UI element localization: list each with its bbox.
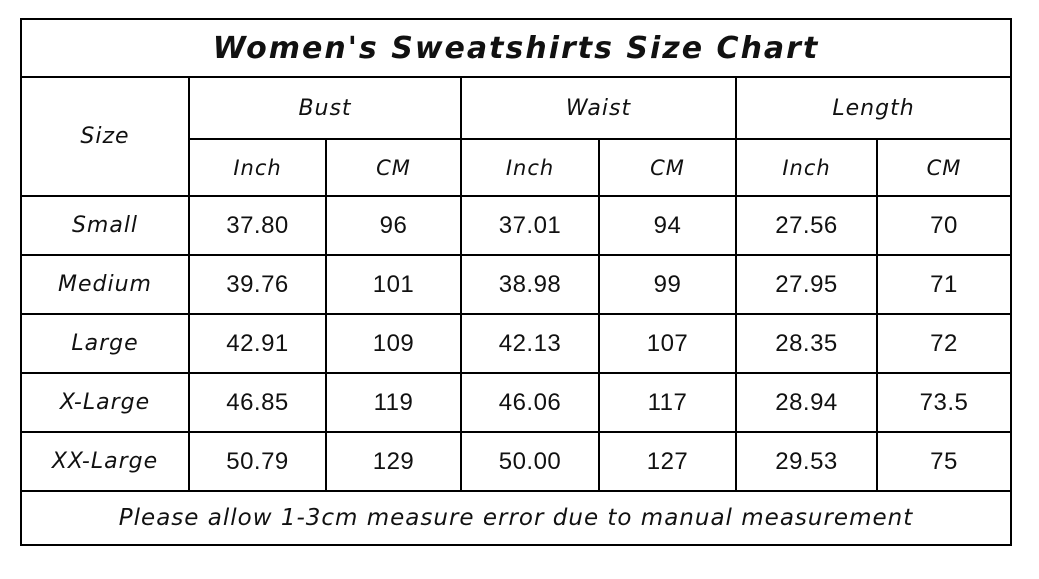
table-row: Large 42.91 109 42.13 107 28.35 72 <box>20 313 1013 374</box>
size-label-xx-large: XX-Large <box>20 431 190 492</box>
cell-medium-length-inch: 27.95 <box>735 254 878 315</box>
cell-xx-large-bust-cm: 129 <box>325 431 462 492</box>
unit-header-waist-inch: Inch <box>460 138 600 197</box>
table-row: Small 37.80 96 37.01 94 27.56 70 <box>20 195 1013 256</box>
cell-large-waist-inch: 42.13 <box>460 313 600 374</box>
unit-header-waist-cm: CM <box>598 138 737 197</box>
cell-xx-large-length-inch: 29.53 <box>735 431 878 492</box>
cell-x-large-bust-cm: 119 <box>325 372 462 433</box>
table-row: XX-Large 50.79 129 50.00 127 29.53 75 <box>20 431 1013 492</box>
cell-x-large-waist-inch: 46.06 <box>460 372 600 433</box>
size-label-medium: Medium <box>20 254 190 315</box>
cell-x-large-length-inch: 28.94 <box>735 372 878 433</box>
cell-medium-bust-inch: 39.76 <box>188 254 327 315</box>
group-header-waist: Waist <box>460 76 737 140</box>
table-row: Medium 39.76 101 38.98 99 27.95 71 <box>20 254 1013 315</box>
cell-small-bust-cm: 96 <box>325 195 462 256</box>
cell-small-bust-inch: 37.80 <box>188 195 327 256</box>
unit-header-length-inch: Inch <box>735 138 878 197</box>
cell-medium-length-cm: 71 <box>875 254 1013 315</box>
unit-header-length-cm: CM <box>875 138 1013 197</box>
size-label-small: Small <box>20 195 190 256</box>
cell-small-length-cm: 70 <box>875 195 1013 256</box>
unit-header-bust-cm: CM <box>325 138 462 197</box>
cell-small-length-inch: 27.56 <box>735 195 878 256</box>
cell-xx-large-length-cm: 75 <box>875 431 1013 492</box>
cell-xx-large-waist-inch: 50.00 <box>460 431 600 492</box>
cell-small-waist-cm: 94 <box>598 195 737 256</box>
size-chart-table: Women's Sweatshirts Size Chart Size Bust… <box>19 18 1013 546</box>
size-label-large: Large <box>20 313 190 374</box>
cell-large-waist-cm: 107 <box>598 313 737 374</box>
unit-header-bust-inch: Inch <box>188 138 327 197</box>
size-chart: Women's Sweatshirts Size Chart Size Bust… <box>19 18 1013 546</box>
cell-medium-bust-cm: 101 <box>325 254 462 315</box>
table-row: X-Large 46.85 119 46.06 117 28.94 73.5 <box>20 372 1013 433</box>
cell-large-length-cm: 72 <box>875 313 1013 374</box>
size-column-header: Size <box>20 76 190 197</box>
cell-medium-waist-cm: 99 <box>598 254 737 315</box>
cell-xx-large-waist-cm: 127 <box>598 431 737 492</box>
cell-large-bust-cm: 109 <box>325 313 462 374</box>
chart-title: Women's Sweatshirts Size Chart <box>19 18 1013 78</box>
cell-xx-large-bust-inch: 50.79 <box>188 431 327 492</box>
cell-large-bust-inch: 42.91 <box>188 313 327 374</box>
cell-large-length-inch: 28.35 <box>735 313 878 374</box>
group-header-bust: Bust <box>188 76 462 140</box>
size-label-x-large: X-Large <box>20 372 190 433</box>
cell-x-large-bust-inch: 46.85 <box>188 372 327 433</box>
cell-x-large-length-cm: 73.5 <box>875 372 1013 433</box>
cell-x-large-waist-cm: 117 <box>598 372 737 433</box>
measure-error-note: Please allow 1-3cm measure error due to … <box>19 490 1013 546</box>
cell-medium-waist-inch: 38.98 <box>460 254 600 315</box>
cell-small-waist-inch: 37.01 <box>460 195 600 256</box>
group-header-length: Length <box>734 76 1013 140</box>
